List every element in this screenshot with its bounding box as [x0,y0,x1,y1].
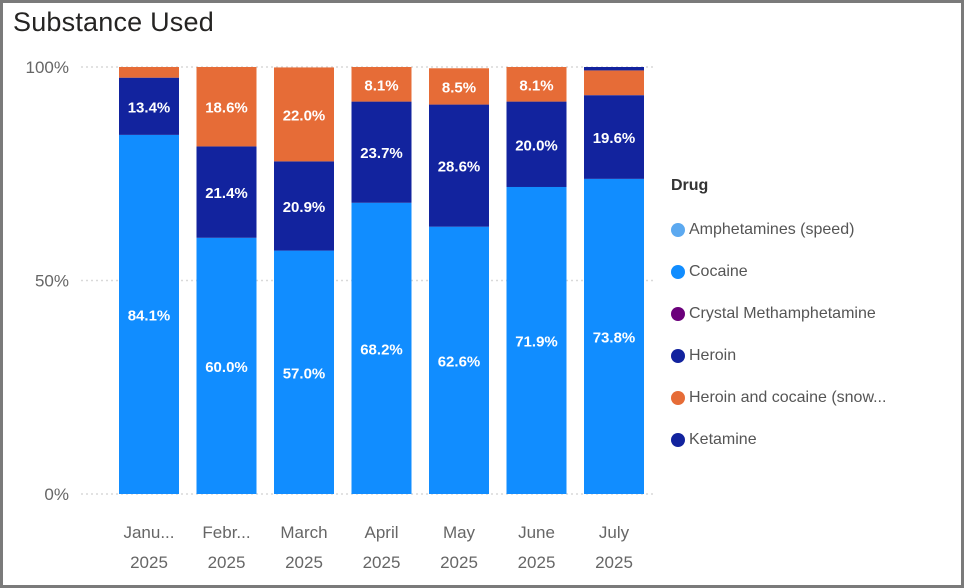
x-tick-label: 2025 [130,553,168,572]
x-tick-label: March [280,523,327,542]
data-label: 19.6% [593,130,636,147]
bar-segment [274,161,334,251]
bar-segment [196,67,257,147]
bar-segment [584,95,644,179]
data-label: 71.9% [515,333,558,350]
data-label: 62.6% [438,353,481,370]
legend-label: Heroin and cocaine (snow... [689,389,887,406]
chart-plot: 0% 50% 100% 84.1% 13.4% Janu... 2025 60.0% 21.4%… [26,58,653,572]
bar-segment [351,202,412,494]
bar-segment [429,68,489,105]
bar-segment [506,101,567,187]
data-label: 13.4% [128,99,171,116]
bar-segment [506,186,567,494]
x-tick-label: Febr... [202,523,250,542]
bar-segment [196,146,257,238]
data-label: 21.4% [205,185,248,202]
data-label: 20.0% [515,137,558,154]
y-tick-label: 50% [35,272,69,291]
bar-segment [506,67,567,102]
data-label: 60.0% [205,359,248,376]
y-tick-label: 0% [44,485,69,504]
data-label: 20.9% [283,199,326,216]
bar-segment [429,226,489,494]
data-label: 8.1% [364,77,398,94]
x-tick-label: 2025 [518,553,556,572]
bar-segment [119,77,179,135]
bar-segment [274,250,334,494]
data-label: 18.6% [205,100,248,117]
x-tick-label: Janu... [123,523,174,542]
x-tick-label: 2025 [440,553,478,572]
data-label: 28.6% [438,159,481,176]
legend-item[interactable]: Amphetamines (speed) [671,209,886,251]
y-tick-label: 100% [26,58,69,77]
legend: Drug Amphetamines (speed) Cocaine Crystal … [671,177,886,461]
x-tick-label: 2025 [285,553,323,572]
legend-label: Ketamine [689,431,757,448]
legend-title: Drug [671,177,709,194]
legend-swatch-icon [671,223,685,237]
legend-label: Crystal Methamphetamine [689,305,876,322]
legend-item[interactable]: Ketamine [671,419,886,461]
legend-item[interactable]: Crystal Methamphetamine [671,293,886,335]
x-tick-label: 2025 [363,553,401,572]
x-tick-label: 2025 [208,553,246,572]
legend-item[interactable]: Heroin and cocaine (snow... [671,377,886,419]
legend-label: Heroin [689,347,737,364]
bar-segment [196,237,257,495]
data-label: 57.0% [283,365,326,382]
legend-item[interactable]: Heroin [671,335,886,377]
x-tick-label: April [364,523,398,542]
data-label: 84.1% [128,307,171,324]
legend-item[interactable]: Cocaine [671,251,886,293]
bar-segment [351,67,412,102]
legend-swatch-icon [671,349,685,363]
bar-segment [119,67,179,78]
chart-title: Substance Used [13,7,214,37]
bar-segment [584,70,644,96]
x-tick-label: June [518,523,555,542]
legend-label: Amphetamines (speed) [689,221,855,238]
data-label: 8.5% [442,79,476,96]
data-label: 73.8% [593,329,636,346]
x-tick-label: July [599,523,630,542]
data-label: 23.7% [360,145,403,162]
legend-items: Amphetamines (speed) Cocaine Crystal Metha… [671,209,886,461]
legend-swatch-icon [671,391,685,405]
bar-segment [429,104,489,227]
data-label: 22.0% [283,107,326,124]
bar-segment [351,101,412,203]
data-label: 8.1% [519,77,553,94]
legend-label: Cocaine [689,263,748,280]
bar-segment [584,67,644,71]
bar-segment [274,67,334,162]
legend-swatch-icon [671,433,685,447]
bar-segment [584,178,644,494]
data-label: 68.2% [360,341,403,358]
x-tick-label: 2025 [595,553,633,572]
x-tick-label: May [443,523,476,542]
legend-swatch-icon [671,307,685,321]
legend-swatch-icon [671,265,685,279]
bar-segment [119,134,179,494]
